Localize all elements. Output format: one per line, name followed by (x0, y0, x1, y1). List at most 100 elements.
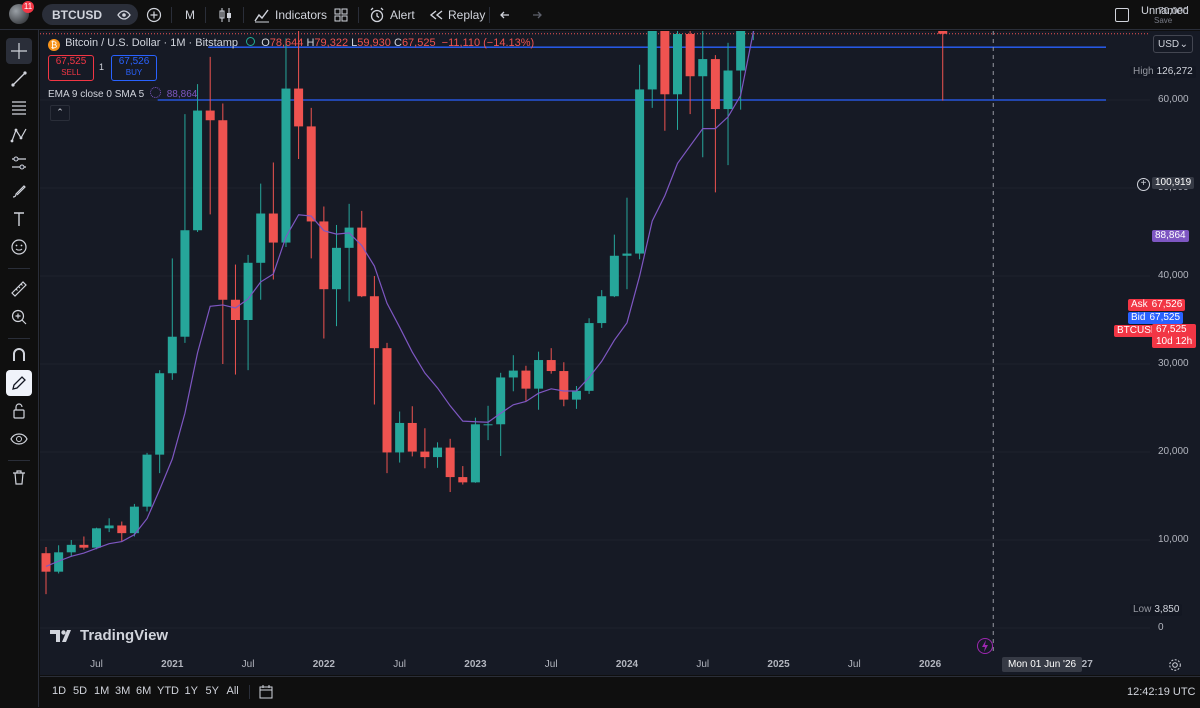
time-tick-label: 2026 (918, 659, 942, 670)
time-scale[interactable]: Jul 2021 Jul 2022 Jul 2023 Jul 2024 Jul 2025 Jul 20… (40, 655, 1150, 675)
layout-name[interactable]: Unnamed (1141, 5, 1189, 17)
pattern-icon (10, 128, 27, 143)
trend-line-tool[interactable] (6, 66, 32, 92)
range-button-6m[interactable]: 6M (136, 685, 152, 697)
crosshair-add-icon[interactable]: + (1137, 178, 1150, 191)
last-price-value: 67,525 (1156, 324, 1187, 335)
collapse-legend-button[interactable]: ⌃ (50, 105, 70, 121)
symbol-tag: BTCUSD (1114, 325, 1162, 337)
time-tick-label: 2022 (312, 659, 335, 670)
ask-label: Ask (1131, 299, 1148, 310)
emoji-tool[interactable] (6, 234, 32, 260)
indicator-legend[interactable]: EMA 9 close 0 SMA 5 88,864 (48, 87, 197, 100)
indicators-button[interactable]: Indicators (253, 0, 327, 29)
candle-body (142, 454, 152, 507)
bid-label: Bid (1131, 312, 1146, 323)
redo-icon[interactable] (527, 7, 543, 23)
indicator-settings-icon (149, 87, 161, 98)
crosshair-tool[interactable] (6, 38, 32, 64)
range-button-5d[interactable]: 5D (73, 685, 88, 697)
market-status-dot (246, 37, 256, 46)
save-checkbox[interactable] (1115, 8, 1129, 22)
brush-tool[interactable] (6, 178, 32, 204)
replay-button[interactable]: Replay (428, 0, 485, 29)
compare-add-icon[interactable] (146, 7, 162, 23)
buy-label: BUY (125, 68, 143, 77)
sell-button[interactable]: 67,525 SELL (48, 55, 94, 81)
date-range-icon[interactable] (258, 684, 274, 700)
interval-button[interactable]: M (185, 7, 195, 22)
candles-icon[interactable] (217, 6, 235, 24)
last-price-label: 67,525 10d 12h (1152, 324, 1196, 348)
candle-body (622, 253, 632, 256)
scale-settings-button[interactable] (1150, 655, 1200, 675)
ruler-tool[interactable] (6, 276, 32, 302)
candle-body (483, 424, 493, 426)
price-scale[interactable]: USD ⌄ 130,000120,000110,000100,00090,000… (1114, 6, 1200, 655)
indicator-value: 88,864 (166, 89, 198, 100)
pencil-lock-icon (12, 376, 26, 390)
range-button-5y[interactable]: 5Y (205, 685, 219, 697)
tradingview-logo-icon (50, 629, 71, 642)
range-button-1y[interactable]: 1Y (184, 685, 198, 697)
lock-tool[interactable] (6, 398, 32, 424)
candle-body (698, 59, 708, 77)
clock[interactable]: 12:42:19 UTC (1127, 686, 1196, 698)
hide-tool[interactable] (6, 426, 32, 452)
low-label-badge: Low 3,850 (1130, 604, 1183, 616)
high-label: High (1133, 66, 1154, 77)
fib-tool[interactable] (6, 94, 32, 120)
candle-body (79, 544, 89, 548)
forecast-tool[interactable] (6, 150, 32, 176)
candle-body (660, 31, 670, 95)
candle-body (382, 348, 392, 453)
candle-body (647, 31, 657, 90)
indicator-label: EMA 9 close 0 SMA 5 (48, 89, 145, 100)
buy-button[interactable]: 67,526 BUY (111, 55, 157, 81)
undo-icon[interactable] (499, 7, 515, 23)
text-tool[interactable] (6, 206, 32, 232)
magnet-tool[interactable] (6, 342, 32, 368)
close-value: 67,525 (401, 37, 436, 49)
trash-icon (13, 470, 25, 485)
price-tick-label: 70,000 (1158, 6, 1189, 17)
candle-body (571, 390, 581, 400)
candle-body (129, 506, 139, 534)
range-button-1m[interactable]: 1M (94, 685, 110, 697)
chart-pane[interactable]: ₿ Bitcoin / U.S. Dollar · 1M · Bitstamp … (40, 31, 1150, 655)
price-chart[interactable] (40, 31, 1150, 655)
text-icon (14, 212, 24, 226)
range-button-all[interactable]: All (226, 685, 239, 697)
currency-selector[interactable]: USD ⌄ (1153, 35, 1193, 53)
range-button-1d[interactable]: 1D (52, 685, 67, 697)
range-button-ytd[interactable]: YTD (157, 685, 179, 697)
eye-icon[interactable] (116, 7, 132, 23)
candle-body (407, 422, 417, 452)
candle-body (433, 447, 443, 458)
low-label: L (351, 37, 358, 49)
lightning-icon[interactable] (976, 637, 994, 655)
divider (358, 7, 359, 23)
candle-body (635, 89, 645, 254)
layout-grid-icon[interactable] (333, 7, 349, 23)
pattern-tool[interactable] (6, 122, 32, 148)
range-button-3m[interactable]: 3M (115, 685, 131, 697)
delete-tool[interactable] (6, 464, 32, 490)
stay-in-drawing-mode[interactable] (6, 370, 32, 396)
candle-body (584, 323, 594, 391)
symbol-search[interactable]: BTCUSD (42, 4, 138, 25)
trend-line-icon (11, 71, 27, 87)
candle-body (218, 120, 228, 300)
indicators-label: Indicators (275, 7, 328, 22)
high-value: 79,322 (314, 37, 349, 49)
save-label[interactable]: Save (1154, 16, 1173, 25)
series-title[interactable]: Bitcoin / U.S. Dollar · 1M · Bitstamp (65, 37, 239, 49)
candle-body (508, 370, 518, 378)
candle-body (559, 371, 569, 400)
candle-body (546, 360, 556, 372)
zoom-tool[interactable] (6, 304, 32, 330)
crosshair-date-label: Mon 01 Jun '26 (1002, 657, 1083, 672)
candle-body (243, 262, 253, 320)
time-tick-label: Jul (241, 659, 255, 670)
alert-button[interactable]: Alert (368, 0, 415, 29)
